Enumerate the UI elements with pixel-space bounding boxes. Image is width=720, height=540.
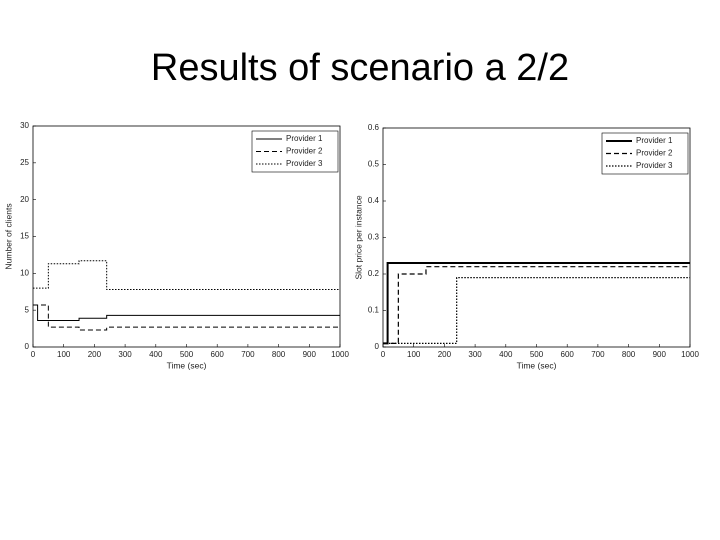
x-tick-label: 1000 [331,350,349,359]
x-tick-label: 500 [530,350,544,359]
x-tick-label: 700 [241,350,255,359]
x-tick-label: 300 [118,350,132,359]
y-tick-label: 0 [25,342,30,351]
y-tick-label: 0.6 [368,123,380,132]
x-tick-label: 400 [499,350,513,359]
legend-label: Provider 3 [636,161,673,170]
y-axis-label: Slot price per instance [353,195,363,279]
x-tick-label: 200 [88,350,102,359]
y-tick-label: 0.5 [368,160,380,169]
y-tick-label: 0.1 [368,306,380,315]
legend-label: Provider 2 [286,147,323,156]
x-tick-label: 800 [622,350,636,359]
legend-label: Provider 1 [636,136,673,145]
legend-label: Provider 3 [286,159,323,168]
y-tick-label: 0 [375,342,380,351]
y-tick-label: 0.4 [368,196,380,205]
y-tick-label: 15 [20,232,29,241]
x-tick-label: 900 [653,350,667,359]
series-line [383,277,690,344]
y-tick-label: 30 [20,121,29,130]
series-line [383,266,690,344]
series-line [33,304,340,331]
y-tick-label: 0.2 [368,269,380,278]
x-tick-label: 600 [211,350,225,359]
y-tick-label: 0.3 [368,233,380,242]
x-tick-label: 900 [303,350,317,359]
x-tick-label: 0 [31,350,36,359]
series-line [33,304,340,321]
x-tick-label: 400 [149,350,163,359]
x-tick-label: 1000 [681,350,699,359]
x-tick-label: 0 [381,350,386,359]
x-axis-label: Time (sec) [517,360,557,370]
slide-title: Results of scenario a 2/2 [151,47,569,89]
x-tick-label: 100 [407,350,421,359]
legend-label: Provider 2 [636,149,673,158]
y-tick-label: 25 [20,158,29,167]
y-axis-label: Number of clients [3,203,13,269]
y-tick-label: 20 [20,195,29,204]
x-tick-label: 100 [57,350,71,359]
x-tick-label: 300 [468,350,482,359]
x-axis-label: Time (sec) [167,360,207,370]
x-tick-label: 700 [591,350,605,359]
series-line [33,260,340,291]
x-tick-label: 200 [438,350,452,359]
x-tick-label: 500 [180,350,194,359]
y-tick-label: 10 [20,268,29,277]
y-tick-label: 5 [25,305,30,314]
x-tick-label: 600 [561,350,575,359]
x-tick-label: 800 [272,350,286,359]
legend-label: Provider 1 [286,134,323,143]
